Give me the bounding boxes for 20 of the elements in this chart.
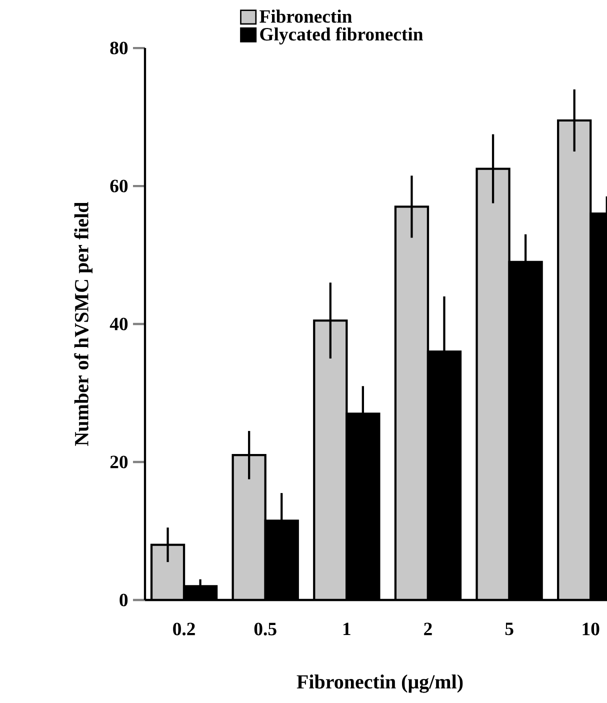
legend-label: Glycated fibronectin [260, 27, 423, 44]
x-tick-label: 10 [582, 622, 600, 636]
x-tick-label: 0.2 [173, 622, 195, 636]
bar [152, 544, 184, 600]
bar [395, 206, 428, 600]
y-axis-title: Number of hVSMC per field [74, 202, 92, 446]
x-tick-label: 1 [344, 622, 350, 636]
bar [314, 320, 347, 600]
bar [232, 455, 266, 600]
x-tick-label: 5 [505, 622, 514, 636]
y-tick-label: 80 [110, 42, 128, 54]
bar [476, 168, 510, 600]
legend-label: Fibronectin [260, 10, 352, 23]
y-tick-label: 60 [110, 180, 128, 192]
y-tick-label: 40 [110, 318, 128, 330]
y-tick-label: 20 [110, 456, 128, 468]
x-axis-title: Fibronectin (μg/ml) [296, 674, 463, 693]
x-tick-label: 0.5 [254, 622, 276, 636]
y-tick-label: 0 [120, 594, 128, 606]
x-tick-label: 2 [424, 622, 432, 636]
